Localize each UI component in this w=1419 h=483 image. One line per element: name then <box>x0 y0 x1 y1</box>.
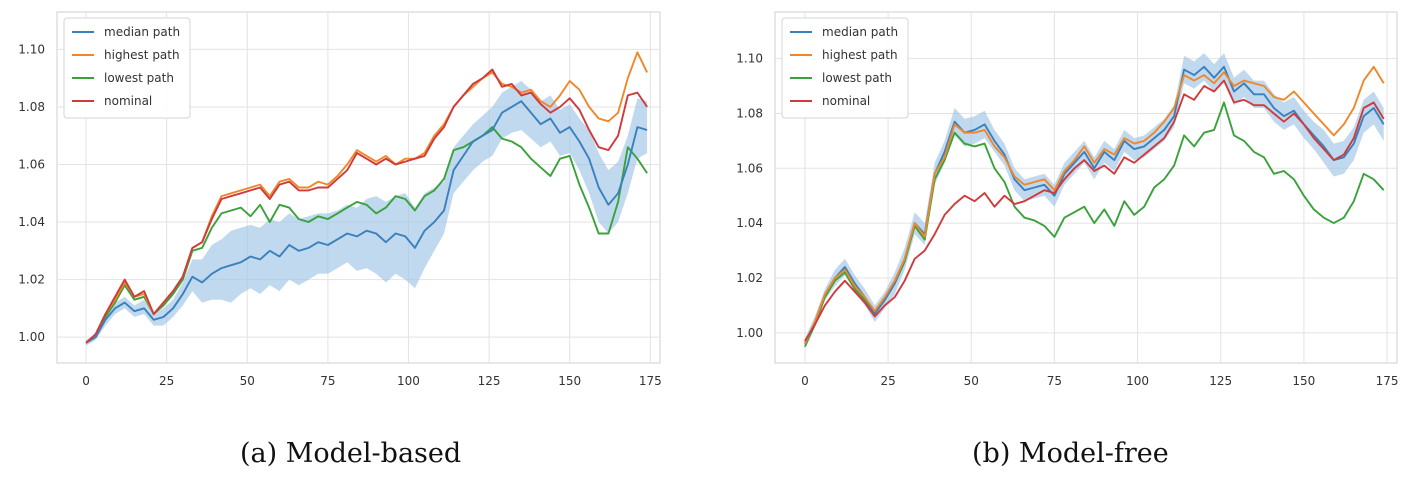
line-chart-model-free: 0 25 50 75 100 125 150 175 1.00 1.02 1.04 1.06 1.08 1… <box>736 11 1399 388</box>
x-tick-label: 25 <box>159 374 174 388</box>
x-tick-label: 50 <box>964 374 979 388</box>
y-tick-label: 1.02 <box>736 271 763 285</box>
x-tick-label: 125 <box>1209 374 1232 388</box>
line-chart-model-based: 0 25 50 75 100 125 150 175 1.00 1.02 1.04 1.06 1.08 1… <box>18 11 662 388</box>
y-tick-label: 1.00 <box>18 330 45 344</box>
x-tick-label: 150 <box>1292 374 1315 388</box>
x-tick-label: 125 <box>478 374 501 388</box>
legend-label: nominal <box>104 94 152 108</box>
confidence-band <box>804 53 1384 350</box>
chart-panel-model-based: 0 25 50 75 100 125 150 175 1.00 1.02 1.04 1.06 1.08 1… <box>0 0 700 420</box>
x-tick-label: 75 <box>320 374 335 388</box>
x-tick-label: 175 <box>639 374 662 388</box>
legend-box <box>781 17 909 119</box>
confidence-band <box>86 81 648 346</box>
series-line-nominal <box>85 68 648 344</box>
x-tick-label: 150 <box>558 374 581 388</box>
y-tick-label: 1.10 <box>18 42 45 56</box>
legend-box <box>63 17 191 119</box>
y-tick-label: 1.04 <box>736 216 763 230</box>
y-tick-label: 1.06 <box>18 157 45 171</box>
y-tick-label: 1.10 <box>736 52 763 66</box>
series-line-nominal <box>804 79 1385 342</box>
x-tick-label: 25 <box>880 374 895 388</box>
y-tick-label: 1.02 <box>18 273 45 287</box>
legend-label: lowest path <box>104 71 174 85</box>
caption-model-based: (a) Model-based <box>240 438 462 469</box>
x-tick-label: 75 <box>1047 374 1062 388</box>
x-tick-label: 175 <box>1376 374 1399 388</box>
y-tick-label: 1.00 <box>736 326 763 340</box>
chart-panel-model-free: 0 25 50 75 100 125 150 175 1.00 1.02 1.04 1.06 1.08 1… <box>712 0 1419 420</box>
legend-label: highest path <box>822 48 898 62</box>
x-tick-label: 0 <box>82 374 90 388</box>
legend-label: highest path <box>104 48 180 62</box>
y-tick-label: 1.08 <box>18 100 45 114</box>
legend-label: lowest path <box>822 71 892 85</box>
series-line-median-path <box>85 100 648 344</box>
y-tick-label: 1.04 <box>18 215 45 229</box>
series-line-lowest-path <box>85 126 648 344</box>
caption-model-free: (b) Model-free <box>972 438 1169 469</box>
legend-label: median path <box>104 25 180 39</box>
series-line-highest-path <box>804 65 1385 345</box>
y-tick-label: 1.08 <box>736 106 763 120</box>
x-tick-label: 0 <box>801 374 809 388</box>
x-tick-label: 100 <box>397 374 420 388</box>
legend-label: median path <box>822 25 898 39</box>
x-tick-label: 100 <box>1126 374 1149 388</box>
x-tick-label: 50 <box>240 374 255 388</box>
legend-label: nominal <box>822 94 870 108</box>
y-tick-label: 1.06 <box>736 161 763 175</box>
